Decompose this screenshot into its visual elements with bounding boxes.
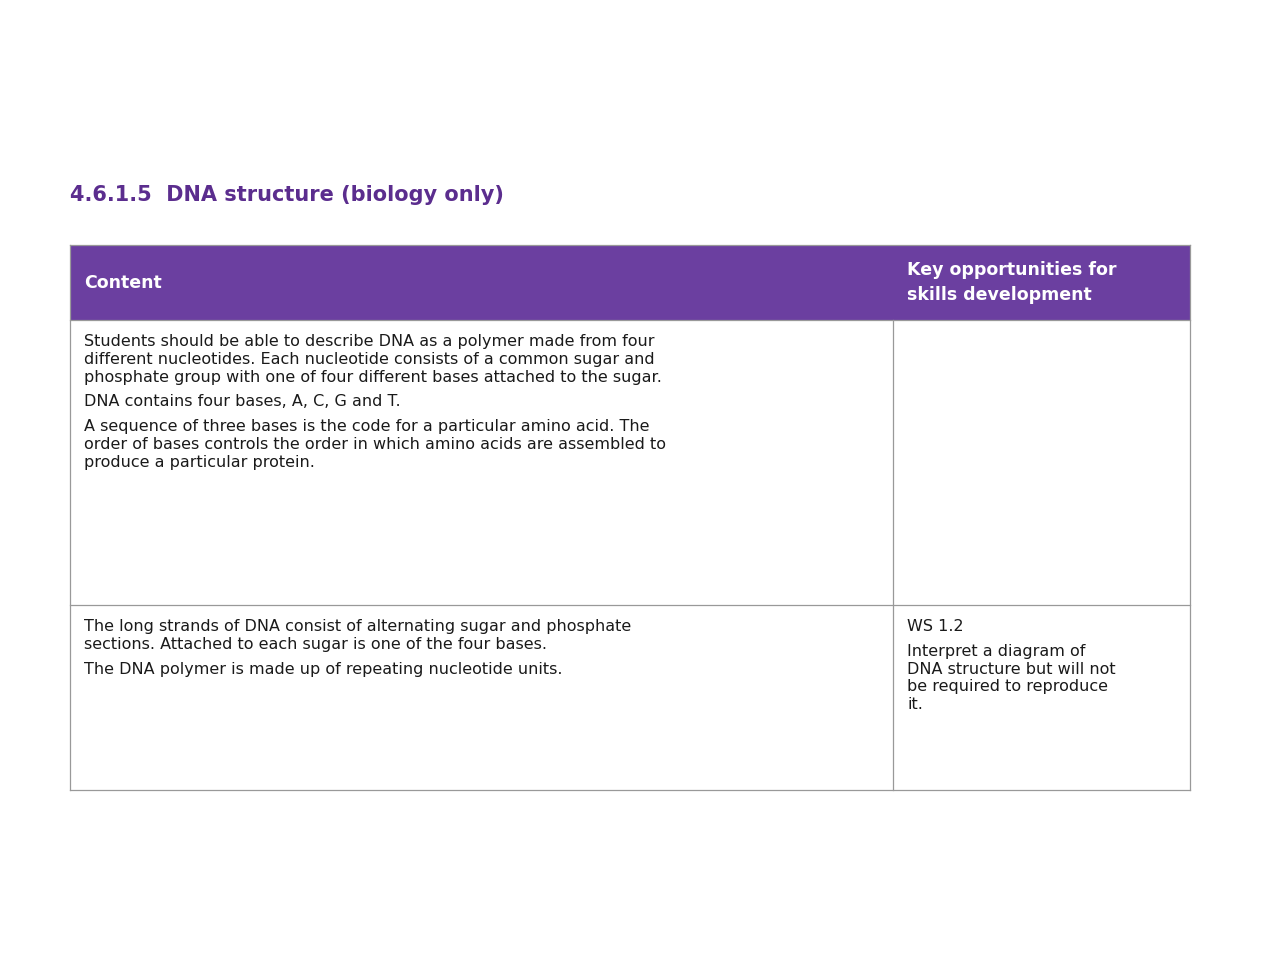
Text: A sequence of three bases is the code for a particular amino acid. The: A sequence of three bases is the code fo… <box>84 420 649 434</box>
Text: Key opportunities for
skills development: Key opportunities for skills development <box>908 261 1116 304</box>
Text: The long strands of DNA consist of alternating sugar and phosphate: The long strands of DNA consist of alter… <box>84 619 631 634</box>
Text: produce a particular protein.: produce a particular protein. <box>84 455 315 469</box>
Text: Interpret a diagram of: Interpret a diagram of <box>908 644 1085 659</box>
Text: Students should be able to describe DNA as a polymer made from four: Students should be able to describe DNA … <box>84 334 654 349</box>
Text: DNA structure but will not: DNA structure but will not <box>908 661 1116 677</box>
Text: order of bases controls the order in which amino acids are assembled to: order of bases controls the order in whi… <box>84 437 666 452</box>
Bar <box>70 245 1190 320</box>
Text: sections. Attached to each sugar is one of the four bases.: sections. Attached to each sugar is one … <box>84 636 547 652</box>
Bar <box>70 605 1190 790</box>
Text: it.: it. <box>908 697 923 712</box>
Text: be required to reproduce: be required to reproduce <box>908 680 1108 694</box>
Text: The DNA polymer is made up of repeating nucleotide units.: The DNA polymer is made up of repeating … <box>84 661 562 677</box>
Text: WS 1.2: WS 1.2 <box>908 619 964 634</box>
Text: 4.6.1.5  DNA structure (biology only): 4.6.1.5 DNA structure (biology only) <box>70 185 504 205</box>
Text: DNA contains four bases, A, C, G and T.: DNA contains four bases, A, C, G and T. <box>84 395 401 409</box>
Text: different nucleotides. Each nucleotide consists of a common sugar and: different nucleotides. Each nucleotide c… <box>84 351 654 367</box>
Text: Content: Content <box>84 274 161 292</box>
Bar <box>70 320 1190 605</box>
Text: phosphate group with one of four different bases attached to the sugar.: phosphate group with one of four differe… <box>84 370 662 385</box>
